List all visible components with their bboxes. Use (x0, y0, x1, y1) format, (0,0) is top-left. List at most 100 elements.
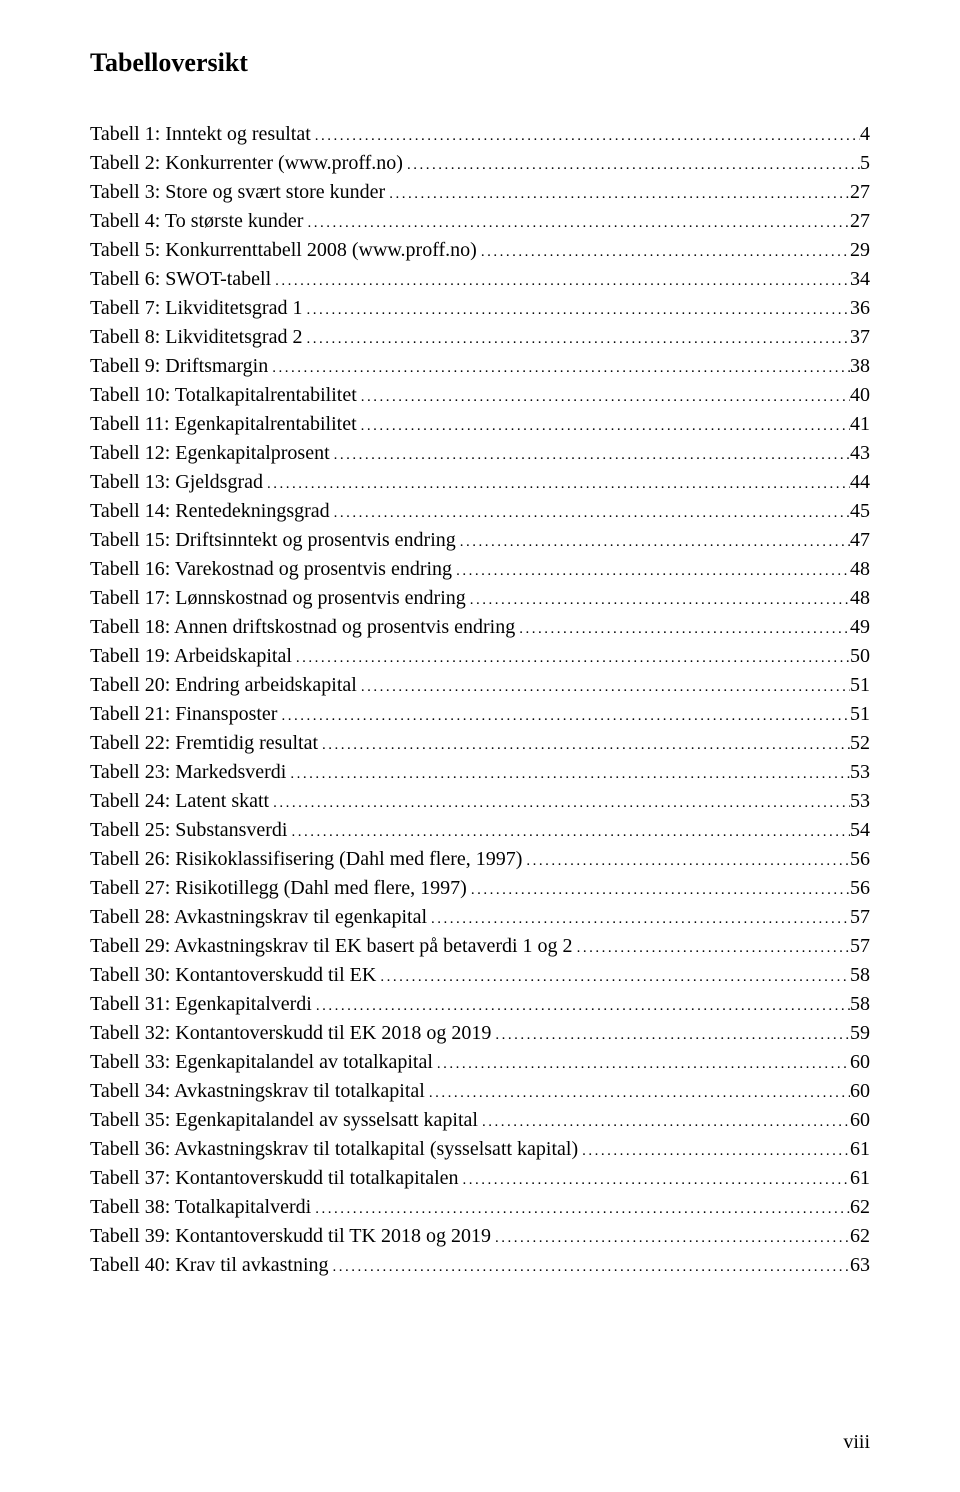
toc-entry-page: 63 (850, 1251, 870, 1280)
toc-entry-leader (376, 967, 850, 989)
toc-entry-page: 48 (850, 555, 870, 584)
toc-entry-page: 51 (850, 671, 870, 700)
toc-entry-label: Tabell 33: Egenkapitalandel av totalkapi… (90, 1048, 433, 1077)
toc-entry: Tabell 22: Fremtidig resultat52 (90, 729, 870, 758)
toc-entry-page: 43 (850, 439, 870, 468)
toc-entry-page: 57 (850, 932, 870, 961)
toc-entry-label: Tabell 25: Substansverdi (90, 816, 287, 845)
toc-entry-label: Tabell 39: Kontantoverskudd til TK 2018 … (90, 1222, 491, 1251)
toc-entry-label: Tabell 9: Driftsmargin (90, 352, 268, 381)
toc-entry-label: Tabell 3: Store og svært store kunder (90, 178, 385, 207)
toc-entry: Tabell 13: Gjeldsgrad44 (90, 468, 870, 497)
toc-entry: Tabell 20: Endring arbeidskapital 51 (90, 671, 870, 700)
toc-entry-page: 36 (850, 294, 870, 323)
toc-entry-label: Tabell 37: Kontantoverskudd til totalkap… (90, 1164, 459, 1193)
toc-entry-leader (286, 764, 850, 786)
toc-entry-page: 50 (850, 642, 870, 671)
toc-entry-leader (263, 474, 850, 496)
toc-entry-leader (425, 1083, 850, 1105)
toc-entry: Tabell 11: Egenkapitalrentabilitet41 (90, 410, 870, 439)
toc-entry-page: 5 (860, 149, 870, 178)
toc-entry: Tabell 5: Konkurrenttabell 2008 (www.pro… (90, 236, 870, 265)
toc-entry-label: Tabell 8: Likviditetsgrad 2 (90, 323, 302, 352)
toc-entry: Tabell 7: Likviditetsgrad 136 (90, 294, 870, 323)
toc-entry-leader (403, 155, 860, 177)
toc-entry-label: Tabell 27: Risikotillegg (Dahl med flere… (90, 874, 467, 903)
toc-entry-leader (292, 648, 850, 670)
toc-entry: Tabell 32: Kontantoverskudd til EK 2018 … (90, 1019, 870, 1048)
toc-entry-page: 60 (850, 1106, 870, 1135)
toc-entry-page: 56 (850, 874, 870, 903)
toc-entry: Tabell 4: To største kunder 27 (90, 207, 870, 236)
toc-entry: Tabell 21: Finansposter 51 (90, 700, 870, 729)
toc-entry-label: Tabell 36: Avkastningskrav til totalkapi… (90, 1135, 578, 1164)
toc-entry-leader (467, 880, 850, 902)
toc-entry: Tabell 10: Totalkapitalrentabilitet40 (90, 381, 870, 410)
toc-entry-label: Tabell 38: Totalkapitalverdi (90, 1193, 311, 1222)
toc-entry-leader (456, 532, 850, 554)
toc-entry-page: 60 (850, 1077, 870, 1106)
toc-entry-page: 60 (850, 1048, 870, 1077)
toc-entry-leader (303, 213, 850, 235)
toc-entry-label: Tabell 2: Konkurrenter (www.proff.no) (90, 149, 403, 178)
toc-entry-label: Tabell 20: Endring arbeidskapital (90, 671, 357, 700)
toc-entry: Tabell 2: Konkurrenter (www.proff.no) 5 (90, 149, 870, 178)
toc-entry: Tabell 15: Driftsinntekt og prosentvis e… (90, 526, 870, 555)
toc-entry-page: 51 (850, 700, 870, 729)
toc-entry: Tabell 35: Egenkapitalandel av sysselsat… (90, 1106, 870, 1135)
toc-entry: Tabell 14: Rentedekningsgrad45 (90, 497, 870, 526)
toc-entry-page: 38 (850, 352, 870, 381)
toc-entry-leader (357, 387, 850, 409)
toc-entry-page: 54 (850, 816, 870, 845)
toc-entry: Tabell 37: Kontantoverskudd til totalkap… (90, 1164, 870, 1193)
toc-entry-leader (311, 126, 860, 148)
toc-entry-label: Tabell 5: Konkurrenttabell 2008 (www.pro… (90, 236, 477, 265)
toc-entry: Tabell 30: Kontantoverskudd til EK 58 (90, 961, 870, 990)
toc-entry: Tabell 40: Krav til avkastning63 (90, 1251, 870, 1280)
toc-entry-page: 27 (850, 207, 870, 236)
toc-entry-leader (357, 677, 850, 699)
toc-entry-label: Tabell 19: Arbeidskapital (90, 642, 292, 671)
toc-entry-label: Tabell 18: Annen driftskostnad og prosen… (90, 613, 515, 642)
toc-entry-leader (491, 1228, 850, 1250)
page-title: Tabelloversikt (90, 48, 870, 78)
toc-entry: Tabell 34: Avkastningskrav til totalkapi… (90, 1077, 870, 1106)
toc-entry-label: Tabell 32: Kontantoverskudd til EK 2018 … (90, 1019, 491, 1048)
toc-entry-page: 61 (850, 1135, 870, 1164)
toc-entry-leader (522, 851, 850, 873)
toc-entry-page: 40 (850, 381, 870, 410)
toc-entry-page: 53 (850, 758, 870, 787)
toc-entry: Tabell 28: Avkastningskrav til egenkapit… (90, 903, 870, 932)
toc-entry-leader (271, 271, 850, 293)
toc-entry-label: Tabell 1: Inntekt og resultat (90, 120, 311, 149)
toc-entry: Tabell 38: Totalkapitalverdi62 (90, 1193, 870, 1222)
toc-entry-label: Tabell 29: Avkastningskrav til EK basert… (90, 932, 573, 961)
toc-entry-label: Tabell 30: Kontantoverskudd til EK (90, 961, 376, 990)
toc-entry: Tabell 31: Egenkapitalverdi58 (90, 990, 870, 1019)
toc-entry: Tabell 8: Likviditetsgrad 237 (90, 323, 870, 352)
toc-entry-label: Tabell 21: Finansposter (90, 700, 277, 729)
toc-entry: Tabell 6: SWOT-tabell34 (90, 265, 870, 294)
toc-entry-leader (491, 1025, 850, 1047)
toc-entry-label: Tabell 12: Egenkapitalprosent (90, 439, 330, 468)
toc-entry: Tabell 16: Varekostnad og prosentvis end… (90, 555, 870, 584)
toc-entry-leader (459, 1170, 850, 1192)
toc-entry-label: Tabell 6: SWOT-tabell (90, 265, 271, 294)
toc-entry-label: Tabell 4: To største kunder (90, 207, 303, 236)
toc-entry-leader (311, 1199, 850, 1221)
toc-entry-leader (318, 735, 850, 757)
toc-entry-page: 29 (850, 236, 870, 265)
toc-entry-label: Tabell 31: Egenkapitalverdi (90, 990, 312, 1019)
toc-entry-leader (268, 358, 850, 380)
toc-entry-leader (578, 1141, 850, 1163)
toc-entry-page: 58 (850, 961, 870, 990)
toc-entry: Tabell 36: Avkastningskrav til totalkapi… (90, 1135, 870, 1164)
toc-entry: Tabell 9: Driftsmargin 38 (90, 352, 870, 381)
toc-entry-leader (287, 822, 850, 844)
toc-entry-page: 4 (860, 120, 870, 149)
toc-entry-label: Tabell 11: Egenkapitalrentabilitet (90, 410, 357, 439)
toc-entry: Tabell 25: Substansverdi 54 (90, 816, 870, 845)
toc-entry-leader (515, 619, 850, 641)
toc-entry: Tabell 23: Markedsverdi53 (90, 758, 870, 787)
toc-entry: Tabell 26: Risikoklassifisering (Dahl me… (90, 845, 870, 874)
